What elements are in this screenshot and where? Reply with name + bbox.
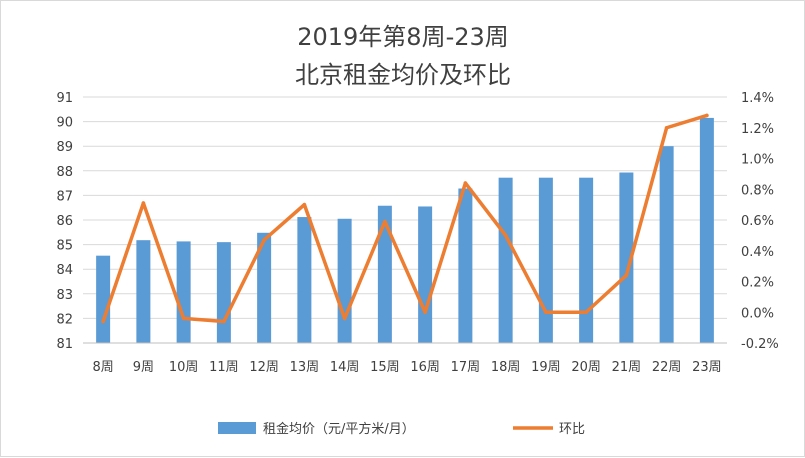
- line-point: [463, 181, 468, 185]
- y-left-tick-label: 91: [56, 91, 73, 106]
- y-axis-left: 81 82 83 84 85 86 87 88 89 90 91: [56, 91, 73, 352]
- x-tick-label: 8周: [92, 360, 113, 375]
- line-point: [101, 319, 105, 324]
- legend: 租金均价（元/平方米/月） 环比: [218, 421, 585, 437]
- bar: [257, 232, 272, 343]
- line-point: [584, 310, 588, 315]
- x-axis: 8周 9周 10周 11周 12周 13周 14周 15周 16周 17周 18周 19周 20周 21周…: [83, 342, 727, 375]
- x-tick-label: 12周: [249, 360, 279, 375]
- y-left-tick-label: 84: [56, 263, 73, 278]
- y-right-tick-label: 0.2%: [741, 276, 774, 291]
- line-point: [383, 219, 387, 224]
- bar: [659, 146, 674, 343]
- y-right-tick-label: 1.4%: [741, 91, 774, 106]
- chart-title-line-2: 北京租金均价及环比: [295, 61, 511, 89]
- x-tick-label: 17周: [451, 360, 481, 375]
- y-left-tick-label: 86: [56, 214, 73, 229]
- line-point: [624, 273, 629, 278]
- line-point: [222, 319, 226, 324]
- x-tick-label: 15周: [370, 360, 400, 375]
- bar: [498, 177, 513, 343]
- x-tick-label: 16周: [410, 360, 440, 375]
- y-right-tick-label: 0.0%: [741, 306, 774, 321]
- line-point: [544, 310, 548, 315]
- line-series: [101, 113, 709, 324]
- y-left-tick-label: 81: [56, 337, 73, 352]
- y-right-tick-label: -0.2%: [741, 337, 779, 352]
- legend-line-label: 环比: [559, 422, 585, 437]
- line-path: [101, 113, 709, 324]
- y-axis-right: -0.2% 0.0% 0.2% 0.4% 0.6% 0.8% 1.0% 1.2% 1.4%: [741, 91, 779, 352]
- bar: [579, 177, 594, 343]
- line-point: [181, 316, 186, 321]
- bar: [418, 206, 433, 343]
- line-point: [503, 233, 508, 238]
- legend-bar-label: 租金均价（元/平方米/月）: [263, 421, 415, 437]
- y-right-tick-label: 1.2%: [741, 122, 774, 137]
- x-tick-label: 19周: [531, 360, 561, 375]
- line-point: [302, 202, 307, 207]
- x-tick-label: 18周: [491, 360, 521, 375]
- line-point: [664, 125, 669, 130]
- y-left-tick-label: 89: [56, 140, 73, 155]
- bar: [216, 242, 231, 343]
- line-point: [262, 238, 266, 242]
- bar: [297, 217, 312, 343]
- bar: [458, 188, 473, 343]
- x-tick-label: 13周: [290, 360, 320, 375]
- line-point: [141, 201, 146, 205]
- x-tick-label: 20周: [571, 360, 601, 375]
- line-point: [423, 310, 427, 315]
- bar: [538, 177, 553, 343]
- bar: [337, 218, 352, 343]
- chart-title-line-1: 2019年第8周-23周: [297, 23, 509, 51]
- bar: [136, 240, 151, 343]
- x-tick-label: 11周: [209, 360, 239, 375]
- x-tick-label: 22周: [652, 360, 682, 375]
- x-tick-label: 21周: [612, 360, 642, 375]
- y-right-tick-label: 0.8%: [741, 183, 774, 198]
- x-tick-label: 23周: [692, 360, 722, 375]
- y-right-tick-label: 1.0%: [741, 153, 774, 168]
- bar: [176, 241, 191, 343]
- y-left-tick-label: 85: [56, 239, 73, 254]
- y-right-tick-label: 0.4%: [741, 245, 774, 260]
- line-point: [705, 113, 709, 118]
- y-left-tick-label: 83: [56, 288, 73, 303]
- bar-series: [96, 117, 714, 343]
- bar: [699, 117, 714, 343]
- legend-bar-swatch: [218, 422, 256, 434]
- y-left-tick-label: 88: [56, 165, 73, 180]
- y-left-tick-label: 87: [56, 189, 73, 204]
- bar: [377, 205, 392, 343]
- bar: [96, 255, 111, 343]
- bar: [619, 172, 634, 343]
- y-left-tick-label: 82: [56, 312, 73, 327]
- y-left-tick-label: 90: [56, 116, 73, 131]
- x-tick-label: 10周: [169, 360, 199, 375]
- y-right-tick-label: 0.6%: [741, 214, 774, 229]
- line-point: [342, 316, 347, 321]
- x-tick-label: 14周: [330, 360, 360, 375]
- x-tick-label: 9周: [133, 360, 154, 375]
